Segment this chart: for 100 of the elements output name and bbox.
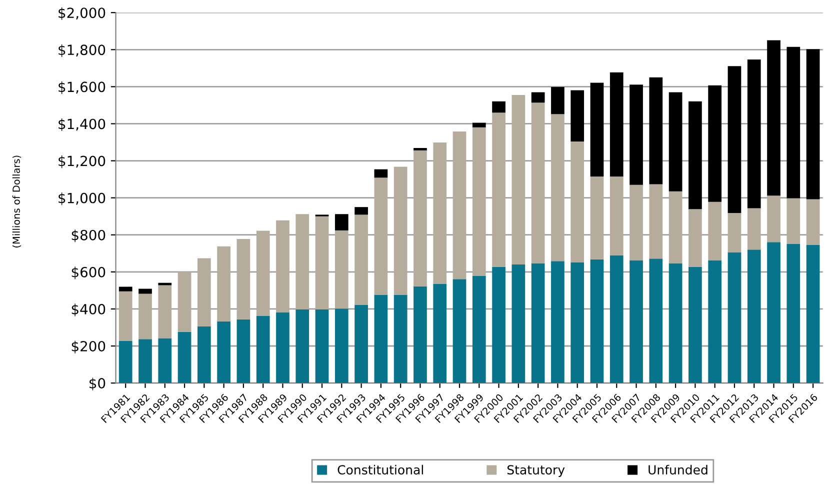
bar [668,191,682,264]
bar [806,245,820,384]
bar [334,230,348,309]
bar [649,258,663,384]
bar [728,213,742,252]
bar [138,294,152,340]
bar [551,87,564,114]
bar [197,326,211,384]
bar [610,72,624,177]
bar [276,312,290,384]
bar [512,264,526,384]
bar [452,132,466,280]
bar [414,148,427,150]
bar [158,338,172,384]
bar [492,101,506,113]
bar [668,263,682,384]
bar [296,214,310,310]
bar [767,196,780,242]
y-tick-label: $1,400 [58,118,106,132]
bar [570,142,584,262]
bar [354,207,368,215]
y-axis-title: (Millions of Dollars) [12,156,22,248]
bar [649,77,663,184]
bar [452,279,466,384]
bar [414,150,427,286]
bar [708,85,722,202]
bar [630,260,643,384]
bar [728,66,742,214]
y-tick-label: $2,000 [58,7,106,20]
legend-label: Constitutional [338,464,423,475]
bar [668,92,682,192]
bar [414,286,427,384]
bar [178,332,192,384]
bar [138,288,152,294]
bar [806,199,820,246]
bar [512,95,526,264]
y-tick-label: $1,800 [58,44,106,57]
bar [590,176,604,260]
bar [217,321,230,384]
bar [197,258,211,327]
bar [786,198,800,244]
bar [570,262,584,384]
bar [708,260,722,384]
bar [630,184,643,260]
bar [531,102,545,264]
bar [531,92,545,103]
bar [551,114,564,262]
y-tick-label: $800 [72,230,106,242]
bar [472,127,486,276]
bar [492,112,506,267]
legend-label: Unfunded [648,464,708,475]
bar [688,101,702,210]
bar [276,220,290,312]
y-tick-label: $400 [72,304,106,316]
y-tick-label: $1,000 [58,192,106,206]
bar [806,49,820,200]
bar [315,216,329,310]
bar [256,316,270,384]
bar [374,295,388,384]
bar [786,244,800,384]
bar [118,340,132,384]
bar [610,255,624,384]
bar [747,59,761,208]
bar [374,178,388,296]
bar [158,285,172,338]
bar [551,261,564,384]
bar [570,90,584,142]
bar [236,319,250,384]
bar [472,122,486,128]
bar [786,46,800,198]
bar [747,250,761,384]
y-tick-label: $1,200 [58,156,106,168]
bar [590,82,604,177]
y-tick-label: $1,600 [58,81,106,94]
bar [394,295,408,384]
bar [649,184,663,259]
bar [433,142,447,284]
bar [492,266,506,384]
bar [708,202,722,260]
bar [138,339,152,384]
bar [767,242,780,384]
bar [472,276,486,384]
bar [334,214,348,230]
bar [354,305,368,384]
bar [334,308,348,384]
bar [747,208,761,250]
legend-label: Statutory [507,465,565,477]
bar [394,166,408,296]
bar [178,272,192,332]
y-tick-label: $200 [72,340,106,354]
y-tick-label: $0 [90,378,106,390]
bar [531,263,545,384]
bar [590,259,604,384]
bar [256,230,270,316]
bar [118,286,132,292]
bar [767,40,780,196]
bar [433,284,447,384]
bar [688,266,702,384]
bar [236,238,250,320]
bar [688,209,702,267]
